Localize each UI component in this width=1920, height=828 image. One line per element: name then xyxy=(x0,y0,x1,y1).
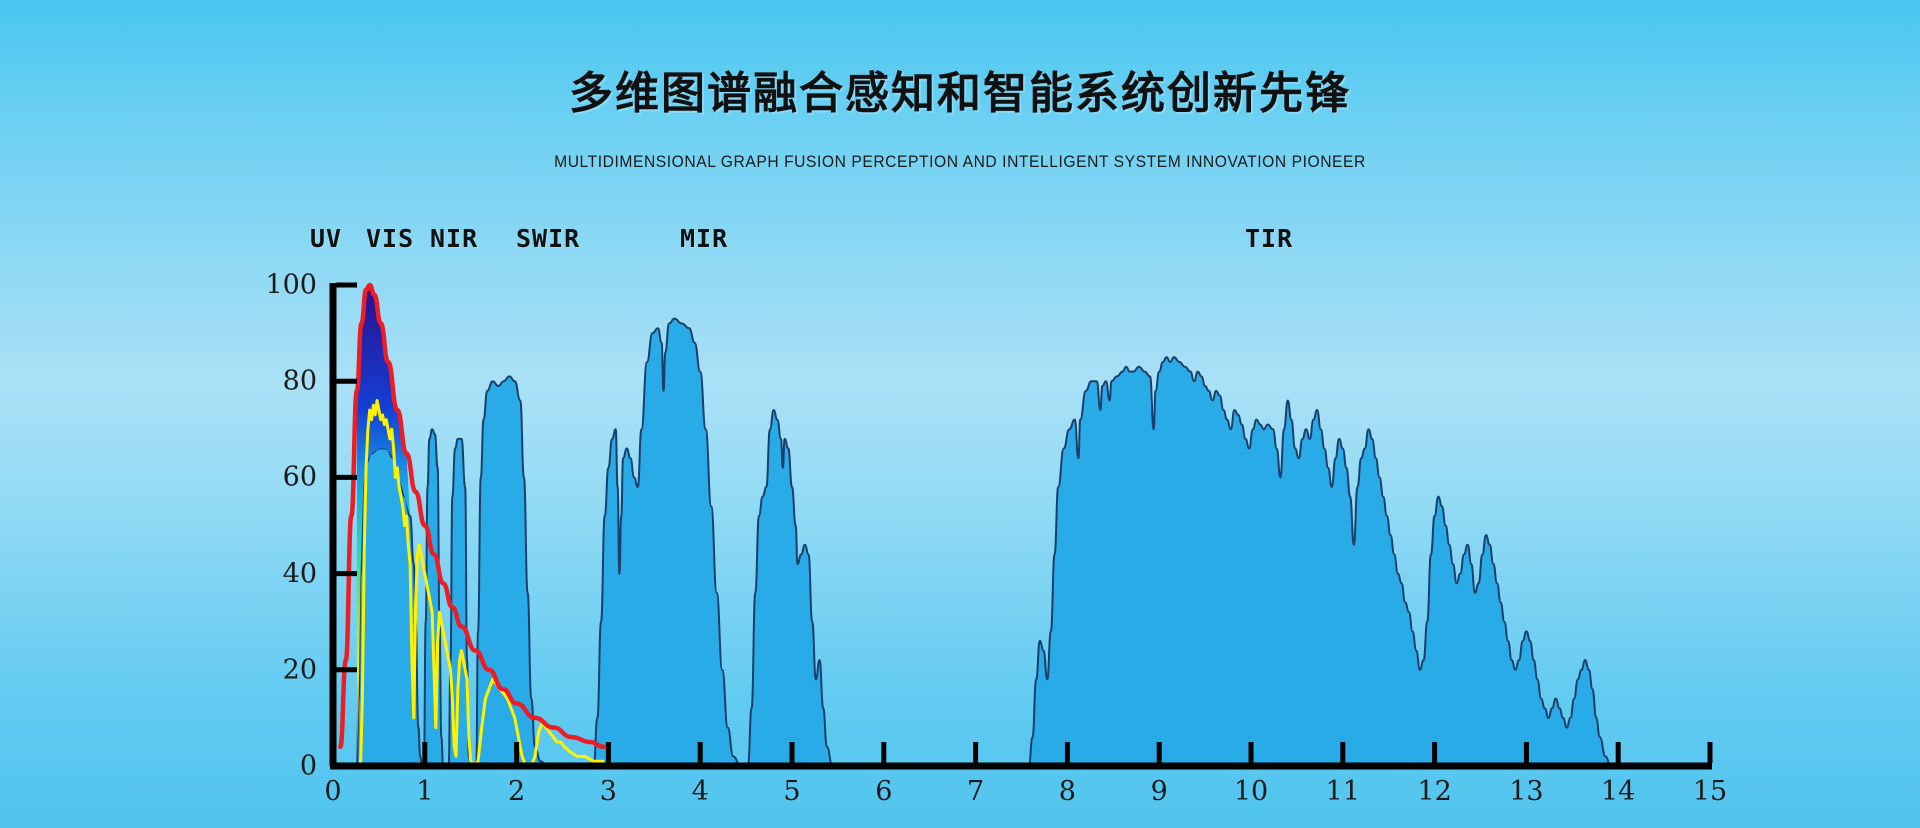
x-tick-label-6: 6 xyxy=(875,776,893,807)
x-tick-label-3: 3 xyxy=(599,776,617,807)
band-label-uv: UV xyxy=(310,224,343,253)
visible-rainbow-peak xyxy=(356,285,411,766)
x-axis-ticks xyxy=(330,742,1713,763)
y-tick-label-20: 20 xyxy=(282,654,317,686)
atmospheric-transmission-outline xyxy=(333,317,1710,768)
y-tick-label-80: 80 xyxy=(282,365,317,397)
y-tick-label-100: 100 xyxy=(265,269,317,301)
x-tick-label-1: 1 xyxy=(416,776,434,807)
y-tick-label-0: 0 xyxy=(299,750,317,782)
band-label-tir: TIR xyxy=(1245,224,1294,253)
y-tick-label-40: 40 xyxy=(282,558,317,590)
x-tick-label-11: 11 xyxy=(1325,776,1360,807)
band-label-swir: SWIR xyxy=(516,224,581,253)
x-tick-label-12: 12 xyxy=(1417,776,1452,807)
x-tick-label-14: 14 xyxy=(1601,776,1636,807)
x-tick-label-7: 7 xyxy=(967,776,985,807)
x-tick-label-2: 2 xyxy=(508,776,526,807)
y-axis-ticks xyxy=(336,282,357,673)
page-subtitle: MULTIDIMENSIONAL GRAPH FUSION PERCEPTION… xyxy=(554,152,1366,171)
chart-axes xyxy=(329,282,1713,770)
x-tick-label-13: 13 xyxy=(1509,776,1544,807)
x-tick-label-9: 9 xyxy=(1150,776,1168,807)
atmospheric-transmission-area xyxy=(333,318,1710,766)
y-tick-label-60: 60 xyxy=(282,461,317,493)
x-tick-label-5: 5 xyxy=(783,776,801,807)
band-label-vis: VIS xyxy=(366,224,415,253)
page-title: 多维图谱融合感知和智能系统创新先锋 xyxy=(569,68,1351,119)
x-tick-label-15: 15 xyxy=(1692,776,1728,807)
x-tick-label-10: 10 xyxy=(1233,776,1269,807)
solar-top-of-atmosphere-line xyxy=(338,282,607,750)
band-label-nir: NIR xyxy=(430,224,479,253)
x-tick-label-0: 0 xyxy=(324,776,342,807)
band-label-mir: MIR xyxy=(680,224,729,253)
x-tick-label-4: 4 xyxy=(691,776,709,807)
x-tick-label-8: 8 xyxy=(1058,776,1076,807)
